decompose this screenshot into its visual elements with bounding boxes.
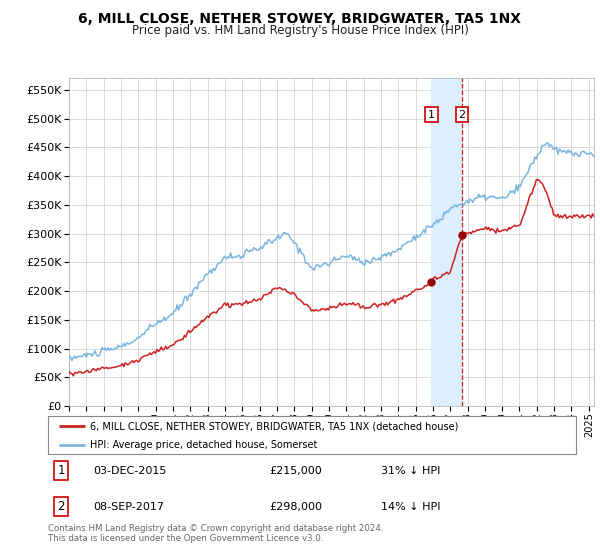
Text: 1: 1 (428, 110, 435, 120)
Text: Contains HM Land Registry data © Crown copyright and database right 2024.
This d: Contains HM Land Registry data © Crown c… (48, 524, 383, 543)
Text: 6, MILL CLOSE, NETHER STOWEY, BRIDGWATER, TA5 1NX (detached house): 6, MILL CLOSE, NETHER STOWEY, BRIDGWATER… (90, 421, 458, 431)
Text: 2: 2 (58, 500, 65, 513)
Text: £298,000: £298,000 (270, 502, 323, 512)
Text: HPI: Average price, detached house, Somerset: HPI: Average price, detached house, Some… (90, 440, 317, 450)
Text: 2: 2 (458, 110, 466, 120)
Text: Price paid vs. HM Land Registry's House Price Index (HPI): Price paid vs. HM Land Registry's House … (131, 24, 469, 36)
Text: £215,000: £215,000 (270, 465, 323, 475)
Text: 1: 1 (58, 464, 65, 477)
Text: 08-SEP-2017: 08-SEP-2017 (93, 502, 164, 512)
Bar (431, 78, 462, 406)
Text: 6, MILL CLOSE, NETHER STOWEY, BRIDGWATER, TA5 1NX: 6, MILL CLOSE, NETHER STOWEY, BRIDGWATER… (79, 12, 521, 26)
Text: 14% ↓ HPI: 14% ↓ HPI (380, 502, 440, 512)
Text: 03-DEC-2015: 03-DEC-2015 (93, 465, 166, 475)
FancyBboxPatch shape (48, 416, 576, 454)
Text: 31% ↓ HPI: 31% ↓ HPI (380, 465, 440, 475)
